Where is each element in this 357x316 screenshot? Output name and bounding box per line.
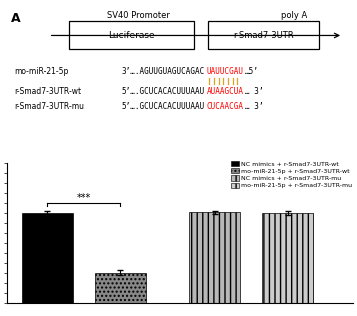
Text: A: A: [11, 12, 20, 26]
Text: 3’….AGUUGUAGUCAGAC: 3’….AGUUGUAGUCAGAC: [121, 67, 205, 76]
Text: …5’: …5’: [245, 67, 258, 76]
Text: r-Smad7-3UTR-wt: r-Smad7-3UTR-wt: [14, 87, 81, 96]
Text: r-Smad7-3UTR: r-Smad7-3UTR: [233, 31, 294, 40]
Text: mo-miR-21-5p: mo-miR-21-5p: [14, 67, 69, 76]
Text: r-Smad7-3UTR-mu: r-Smad7-3UTR-mu: [14, 102, 84, 111]
Bar: [95, 273, 146, 303]
Text: ***: ***: [76, 193, 91, 203]
Text: 5’….GCUCACACUUUAAU: 5’….GCUCACACUUUAAU: [121, 87, 205, 96]
Text: poly A: poly A: [281, 11, 308, 21]
Bar: [208, 21, 319, 50]
Legend: NC mimics + r-Smad7-3UTR-wt, mo-miR-21-5p + r-Smad7-3UTR-wt, NC mimics + r-Smad7: NC mimics + r-Smad7-3UTR-wt, mo-miR-21-5…: [230, 160, 354, 190]
Text: UAUUCGAU: UAUUCGAU: [207, 67, 244, 76]
Bar: [70, 21, 194, 50]
Text: CUCAACGA: CUCAACGA: [207, 102, 244, 111]
Text: AUAAGCUA: AUAAGCUA: [207, 87, 244, 96]
Bar: [22, 213, 73, 303]
Bar: [262, 213, 313, 303]
Text: Luciferase: Luciferase: [109, 31, 155, 40]
Text: SV40 Promoter: SV40 Promoter: [107, 11, 170, 21]
Text: … 3’: … 3’: [245, 87, 263, 96]
Text: … 3’: … 3’: [245, 102, 263, 111]
Bar: [190, 212, 240, 303]
Text: 5’….GCUCACACUUUAAU: 5’….GCUCACACUUUAAU: [121, 102, 205, 111]
